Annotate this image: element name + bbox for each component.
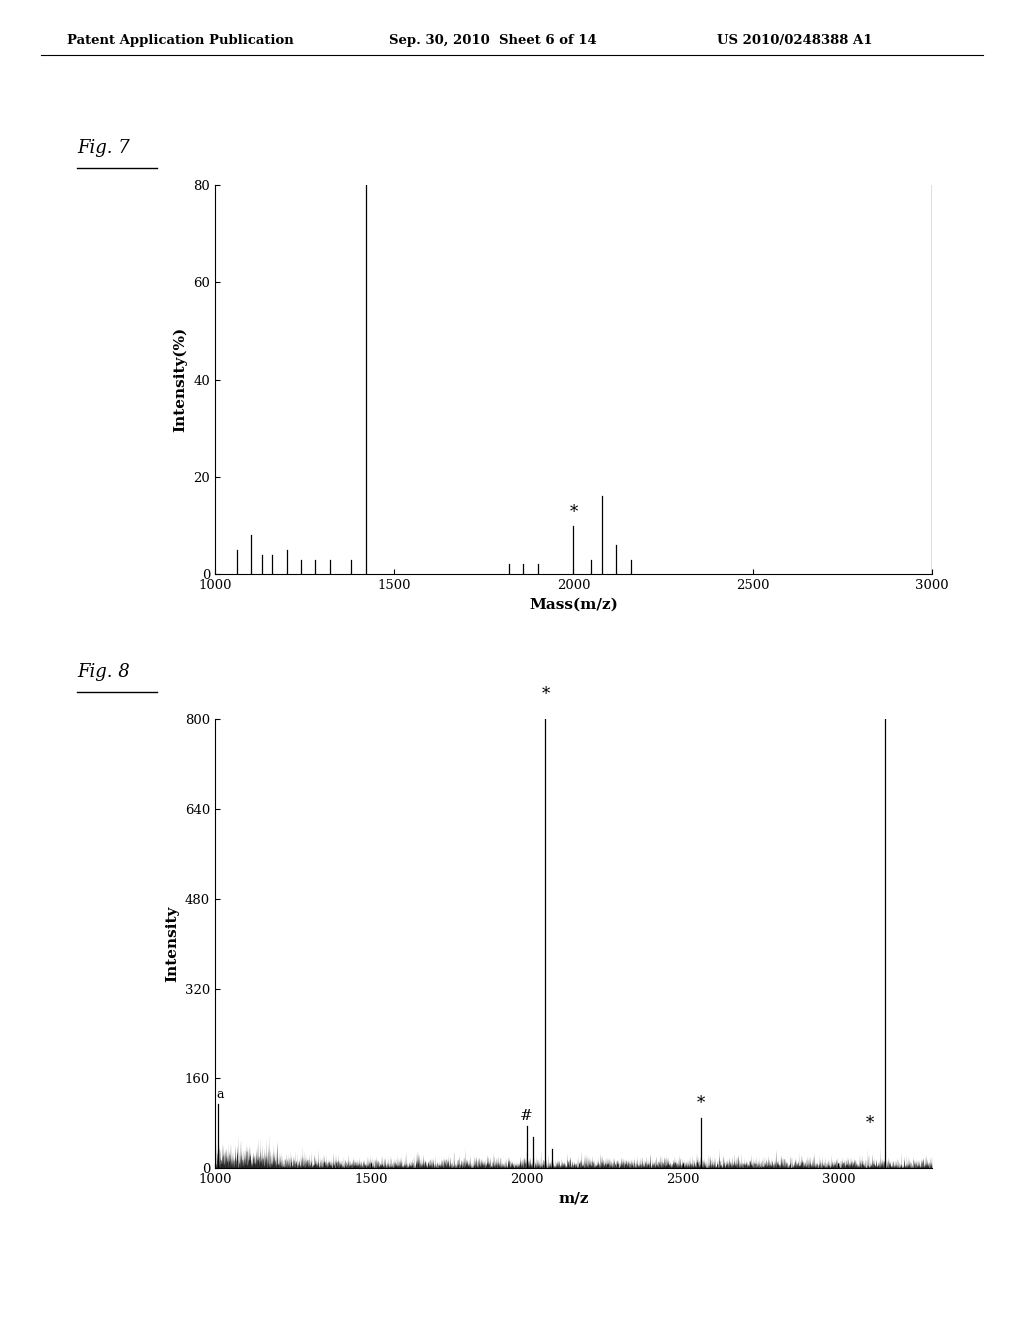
Y-axis label: Intensity(%): Intensity(%) bbox=[173, 327, 187, 432]
Text: *: * bbox=[542, 685, 550, 702]
Text: Fig. 7: Fig. 7 bbox=[77, 139, 130, 157]
X-axis label: Mass(m/z): Mass(m/z) bbox=[529, 598, 617, 611]
Text: US 2010/0248388 A1: US 2010/0248388 A1 bbox=[717, 34, 872, 48]
Text: Sep. 30, 2010  Sheet 6 of 14: Sep. 30, 2010 Sheet 6 of 14 bbox=[389, 34, 597, 48]
X-axis label: m/z: m/z bbox=[558, 1192, 589, 1205]
Text: a: a bbox=[217, 1088, 224, 1101]
Y-axis label: Intensity: Intensity bbox=[165, 906, 179, 982]
Text: *: * bbox=[569, 504, 578, 520]
Text: *: * bbox=[865, 1114, 873, 1131]
Text: #: # bbox=[520, 1109, 534, 1123]
Text: *: * bbox=[697, 1096, 706, 1111]
Text: Fig. 8: Fig. 8 bbox=[77, 663, 130, 681]
Text: Patent Application Publication: Patent Application Publication bbox=[67, 34, 293, 48]
